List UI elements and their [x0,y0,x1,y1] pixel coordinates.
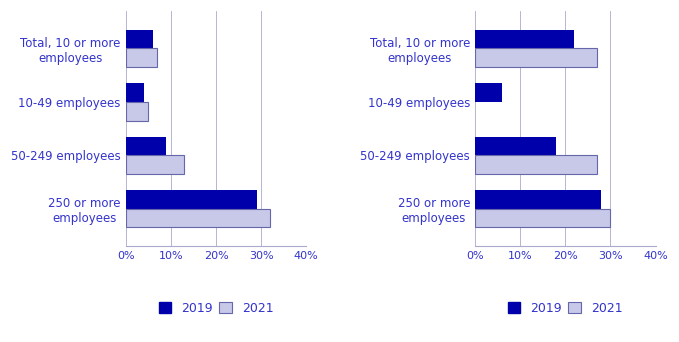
Legend: 2019, 2021: 2019, 2021 [508,302,623,315]
Bar [475,155,597,174]
Bar [126,190,257,209]
Legend: 2019, 2021: 2019, 2021 [159,302,273,315]
Bar [475,49,597,67]
Bar [475,209,610,227]
Bar [126,209,270,227]
Bar [475,30,574,49]
Bar [126,155,185,174]
Bar [126,49,158,67]
Bar [475,83,502,102]
Bar [126,30,153,49]
Bar [475,190,602,209]
Bar [126,136,166,155]
Bar [126,83,144,102]
Bar [126,102,148,121]
Bar [475,136,556,155]
